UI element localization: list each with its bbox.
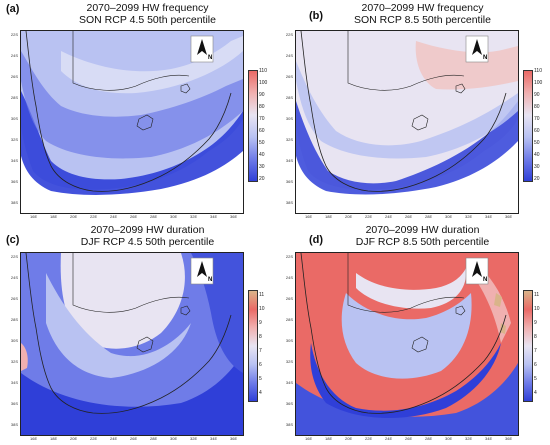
coastal-blue-band <box>310 343 501 419</box>
panel-title-line1: 2070–2099 HW duration <box>90 224 205 236</box>
interior-light <box>341 293 472 379</box>
panel-title-line1: 2070–2099 HW frequency <box>361 2 484 14</box>
colorbar <box>523 290 533 402</box>
coastline <box>300 253 507 414</box>
coastline <box>25 253 232 414</box>
eswatini-outline <box>455 305 466 316</box>
border-line <box>347 253 465 313</box>
panel-letter: (b) <box>309 10 324 22</box>
north-label: N <box>208 277 212 283</box>
panel-d: (d) 2070–2099 HW duration DJF RCP 8.5 50… <box>275 222 550 444</box>
map-frame: N <box>295 252 519 436</box>
north-label: N <box>483 277 487 283</box>
map-svg: N <box>21 253 243 435</box>
panel-title-line1: 2070–2099 HW duration <box>365 224 480 236</box>
panel-b: (b) 2070–2099 HW frequency SON RCP 8.5 5… <box>275 0 550 222</box>
lesotho-outline <box>136 336 154 353</box>
mid-zone <box>296 61 518 159</box>
border-line <box>72 253 190 313</box>
north-label: N <box>208 55 212 61</box>
map-svg: N <box>21 31 243 213</box>
panel-letter: (a) <box>6 3 20 15</box>
panel-letter: (d) <box>309 234 324 246</box>
pink-zone <box>415 41 518 90</box>
coastline <box>300 31 507 192</box>
north-arrow-icon <box>472 261 482 277</box>
eswatini-outline <box>455 83 466 94</box>
map-frame: N <box>20 252 244 436</box>
colorbar <box>248 70 258 182</box>
panel-letter: (c) <box>6 234 20 246</box>
interior-light <box>46 273 191 378</box>
map-frame: N <box>295 30 519 214</box>
eswatini-outline <box>180 83 191 94</box>
panel-title-line2: DJF RCP 4.5 50th percentile <box>80 236 215 248</box>
lesotho-outline <box>411 336 429 353</box>
lesotho-outline <box>136 114 154 131</box>
colorbar <box>523 70 533 182</box>
border-line <box>72 31 190 91</box>
north-arrow-icon <box>197 261 207 277</box>
eswatini-outline <box>180 305 191 316</box>
coastline <box>25 31 232 192</box>
panel-c: (c) 2070–2099 HW duration DJF RCP 4.5 50… <box>0 222 275 444</box>
interior-pale <box>60 253 185 349</box>
colorbar <box>248 290 258 402</box>
panel-title-line2: DJF RCP 8.5 50th percentile <box>355 236 490 248</box>
east-coast-tan <box>494 293 506 334</box>
lesotho-outline <box>411 114 429 131</box>
mid-zone <box>21 51 243 159</box>
deep-zone <box>296 101 518 195</box>
border-line <box>347 31 465 91</box>
panel-a: (a) 2070–2099 HW frequency SON RCP 4.5 5… <box>0 0 275 222</box>
interior-light <box>61 36 243 94</box>
southern-ocean-blue <box>296 363 518 435</box>
panel-title-line2: SON RCP 4.5 50th percentile <box>79 14 216 26</box>
map-svg: N <box>296 31 518 213</box>
map-svg: N <box>296 253 518 435</box>
panel-title-line1: 2070–2099 HW frequency <box>86 2 209 14</box>
north-arrow-icon <box>472 39 482 55</box>
north-label: N <box>483 55 487 61</box>
deep-ocean-south <box>21 353 243 435</box>
west-coast-pink <box>21 343 28 371</box>
panel-title-line2: SON RCP 8.5 50th percentile <box>354 14 491 26</box>
north-arrow-icon <box>197 39 207 55</box>
deep-zone <box>21 91 243 195</box>
map-frame: N <box>20 30 244 214</box>
